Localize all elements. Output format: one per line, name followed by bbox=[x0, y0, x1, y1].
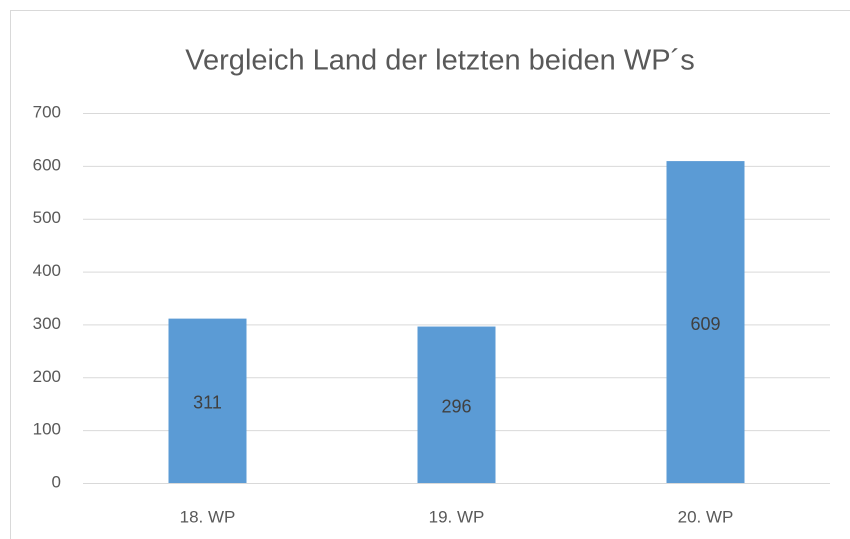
y-tick-label: 500 bbox=[33, 208, 61, 227]
x-tick-label: 19. WP bbox=[429, 507, 485, 526]
x-tick-label: 18. WP bbox=[180, 507, 236, 526]
bar bbox=[666, 161, 745, 483]
y-tick-label: 0 bbox=[52, 472, 61, 491]
bar bbox=[417, 326, 496, 483]
data-label: 609 bbox=[690, 314, 720, 334]
data-label: 311 bbox=[193, 393, 222, 413]
y-tick-label: 200 bbox=[33, 367, 61, 386]
x-tick-label: 20. WP bbox=[678, 507, 734, 526]
bar bbox=[168, 318, 247, 483]
data-label: 296 bbox=[441, 397, 471, 417]
y-tick-label: 300 bbox=[33, 314, 61, 333]
y-tick-label: 400 bbox=[33, 261, 61, 280]
y-tick-label: 100 bbox=[33, 420, 61, 439]
y-tick-label: 700 bbox=[33, 102, 61, 121]
y-tick-label: 600 bbox=[33, 155, 61, 174]
chart-title: Vergleich Land der letzten beiden WP´s bbox=[185, 45, 694, 77]
